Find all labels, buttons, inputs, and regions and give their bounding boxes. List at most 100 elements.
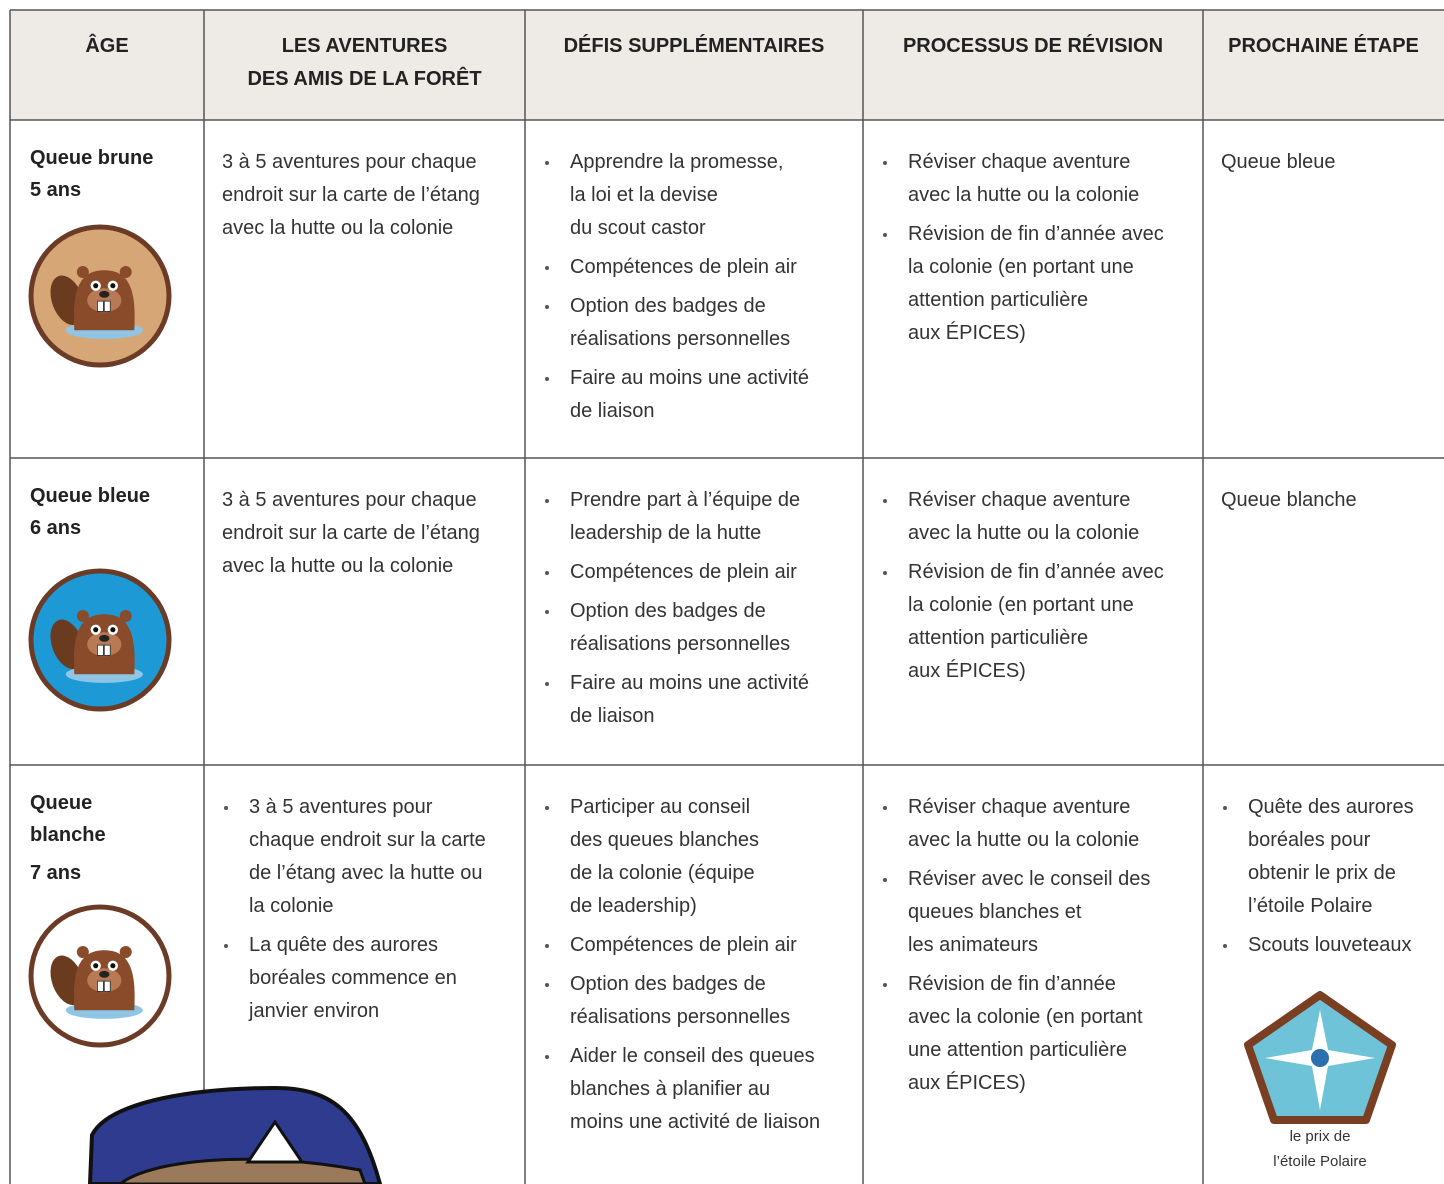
cell-text: 3 à 5 aventures pour chaque (222, 151, 477, 173)
cell-text: du scout castor (570, 217, 706, 239)
bullet (545, 161, 549, 165)
cell-text: Faire au moins une activité (570, 367, 810, 389)
cell-text: La quête des aurores (249, 934, 439, 956)
cell-text: Révision de fin d’année avec (908, 223, 1164, 245)
cell-text: l’étoile Polaire (1248, 895, 1373, 917)
cell-text: Révision de fin d’année (908, 973, 1116, 995)
cell-text: Scouts louveteaux (1248, 934, 1412, 956)
cell-text: avec la colonie (en portant (908, 1006, 1143, 1028)
cell-text: réalisations personnelles (570, 328, 791, 350)
cell-text: de la colonie (équipe (570, 862, 755, 884)
cell-text: de l’étang avec la hutte ou (249, 862, 483, 884)
cell-text: les animateurs (908, 934, 1039, 956)
cell-text: Compétences de plein air (570, 561, 797, 583)
cell-text: avec la hutte ou la colonie (908, 184, 1140, 206)
cell-text: la colonie (en portant une (908, 594, 1134, 616)
cell-text: aux ÉPICES) (908, 322, 1026, 344)
cap-illustration (87, 1085, 383, 1184)
bullet (545, 1055, 549, 1059)
bullet (545, 377, 549, 381)
cell-text: janvier environ (249, 1000, 380, 1022)
icon-brown (28, 224, 172, 368)
cell-text: Réviser chaque aventure (908, 489, 1131, 511)
age: Queue (30, 792, 93, 814)
bullet (545, 682, 549, 686)
cell-text: endroit sur la carte de l’étang (222, 184, 480, 206)
bullet (1223, 806, 1227, 810)
cell-text: Option des badges de (570, 973, 766, 995)
cell-text: Réviser chaque aventure (908, 796, 1131, 818)
bullet (545, 610, 549, 614)
bullet (1223, 944, 1227, 948)
cap: l’étoile Polaire (1273, 1153, 1367, 1170)
cell-text: endroit sur la carte de l’étang (222, 522, 480, 544)
age: blanche (30, 824, 106, 846)
cell-text: obtenir le prix de (1248, 862, 1396, 884)
cell-text: Révision de fin d’année avec (908, 561, 1164, 583)
cell-text: Compétences de plein air (570, 256, 797, 278)
cell-text: Queue bleue (1221, 151, 1336, 173)
cell-text: la colonie (249, 895, 334, 917)
cell-text: Prendre part à l’équipe de (570, 489, 801, 511)
cell-text: Quête des aurores (1248, 796, 1414, 818)
cell-text: Faire au moins une activité (570, 672, 810, 694)
cell-text: des queues blanches (570, 829, 760, 851)
cell-text: Réviser chaque aventure (908, 151, 1131, 173)
cell-text: une attention particulière (908, 1039, 1128, 1061)
age: 5 ans (30, 179, 82, 201)
bullet (883, 161, 887, 165)
bullet (883, 499, 887, 503)
cell-text: attention particulière (908, 289, 1089, 311)
cell-text: Option des badges de (570, 600, 766, 622)
cell-text: leadership de la hutte (570, 522, 762, 544)
age: 6 ans (30, 517, 82, 539)
bullet (883, 983, 887, 987)
hd: DES AMIS DE LA FORÊT (247, 68, 482, 90)
bullet (545, 305, 549, 309)
cell-text: 3 à 5 aventures pour chaque (222, 489, 477, 511)
cell-text: Réviser avec le conseil des (908, 868, 1151, 890)
bullet (224, 806, 228, 810)
header-background (10, 10, 1444, 120)
cell-text: attention particulière (908, 627, 1089, 649)
cell-text: boréales pour (1248, 829, 1371, 851)
cell-text: blanches à planifier au (570, 1078, 771, 1100)
cell-text: la colonie (en portant une (908, 256, 1134, 278)
bullet (545, 983, 549, 987)
bullet (545, 266, 549, 270)
bullet (883, 878, 887, 882)
hd: PROCHAINE ÉTAPE (1228, 35, 1419, 57)
cell-text: aux ÉPICES) (908, 660, 1026, 682)
cap: le prix de (1289, 1128, 1351, 1145)
cell-text: Compétences de plein air (570, 934, 797, 956)
hd: ÂGE (85, 35, 129, 57)
cell-text: Aider le conseil des queues (570, 1045, 815, 1067)
icon-white (28, 904, 172, 1048)
bullet (224, 944, 228, 948)
age: 7 ans (30, 862, 82, 884)
cell-text: boréales commence en (249, 967, 457, 989)
cell-text: réalisations personnelles (570, 633, 791, 655)
cell-text: avec la hutte ou la colonie (908, 829, 1140, 851)
hd: LES AVENTURES (281, 35, 448, 57)
bullet (883, 233, 887, 237)
cell-text: chaque endroit sur la carte (249, 829, 486, 851)
table-rules (9, 9, 1444, 1184)
cell-text: aux ÉPICES) (908, 1072, 1026, 1094)
cell-text: 3 à 5 aventures pour (249, 796, 433, 818)
cell-text: queues blanches et (908, 901, 1082, 923)
age: Queue bleue (30, 485, 151, 507)
cell-text: la loi et la devise (570, 184, 718, 206)
cell-text: de liaison (570, 400, 655, 422)
cell-text: moins une activité de liaison (570, 1111, 821, 1133)
bullet (545, 571, 549, 575)
icon-blue (28, 568, 172, 712)
bullet (883, 571, 887, 575)
cell-text: Option des badges de (570, 295, 766, 317)
hd: DÉFIS SUPPLÉMENTAIRES (563, 35, 825, 57)
cell-text: Apprendre la promesse, (570, 151, 784, 173)
hd: PROCESSUS DE RÉVISION (902, 35, 1164, 57)
cell-text: avec la hutte ou la colonie (222, 217, 454, 239)
